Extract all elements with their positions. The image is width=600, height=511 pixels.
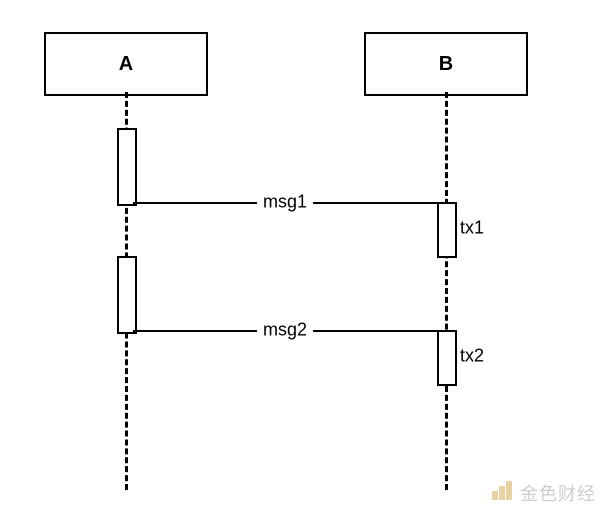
lifeline-b <box>445 92 448 490</box>
watermark: 金色财经 <box>490 478 596 507</box>
participant-label-b: B <box>439 53 453 76</box>
participant-label-a: A <box>119 53 133 76</box>
coin-bars-icon <box>490 478 514 502</box>
activation-a2 <box>117 256 137 334</box>
activation-b2 <box>437 330 457 386</box>
activation-b1 <box>437 202 457 258</box>
tx-label-tx1: tx1 <box>460 218 484 239</box>
message-label-msg1: msg1 <box>257 192 313 213</box>
sequence-diagram: A B msg1 msg2 tx1 tx2 金色财经 <box>0 0 600 511</box>
message-label-msg2: msg2 <box>257 320 313 341</box>
watermark-logo-icon <box>490 478 514 507</box>
watermark-text: 金色财经 <box>520 480 596 506</box>
participant-box-a: A <box>44 32 208 96</box>
tx-label-tx2: tx2 <box>460 346 484 367</box>
activation-a1 <box>117 128 137 206</box>
participant-box-b: B <box>364 32 528 96</box>
